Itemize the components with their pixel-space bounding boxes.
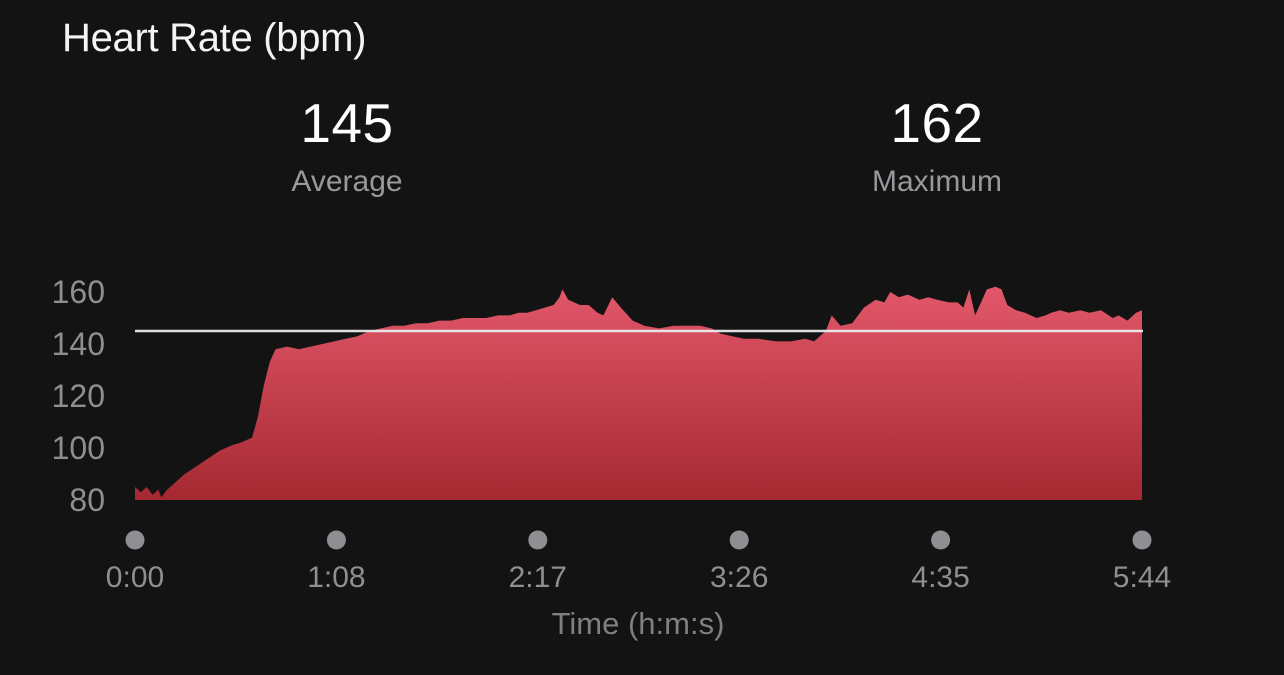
heart-rate-area-series <box>135 286 1142 500</box>
maximum-label: Maximum <box>871 165 1003 198</box>
y-tick-label: 80 <box>69 482 105 518</box>
x-tick-dot <box>931 530 951 550</box>
y-tick-label: 120 <box>52 378 105 414</box>
x-tick-label: 0:00 <box>106 561 164 594</box>
y-tick-label: 160 <box>52 274 105 310</box>
x-tick-label: 5:44 <box>1113 561 1171 594</box>
x-tick-dot <box>125 530 145 550</box>
maximum-value: 162 <box>890 92 984 154</box>
maximum-stat: 162 Maximum <box>872 95 1002 197</box>
x-tick-label: 4:35 <box>911 561 969 594</box>
x-tick-dot <box>729 530 749 550</box>
x-tick-dot <box>326 530 346 550</box>
page-title: Heart Rate (bpm) <box>62 16 367 60</box>
average-label: Average <box>291 165 403 198</box>
y-tick-label: 100 <box>52 430 105 466</box>
average-value: 145 <box>300 92 394 154</box>
x-tick-dot <box>528 530 548 550</box>
x-tick-label: 1:08 <box>307 561 365 594</box>
x-tick-label: 3:26 <box>710 561 768 594</box>
y-tick-label: 140 <box>52 326 105 362</box>
x-tick-label: 2:17 <box>509 561 567 594</box>
average-stat: 145 Average <box>291 95 402 197</box>
x-tick-dot <box>1132 530 1152 550</box>
x-axis-title: Time (h:m:s) <box>551 606 725 641</box>
